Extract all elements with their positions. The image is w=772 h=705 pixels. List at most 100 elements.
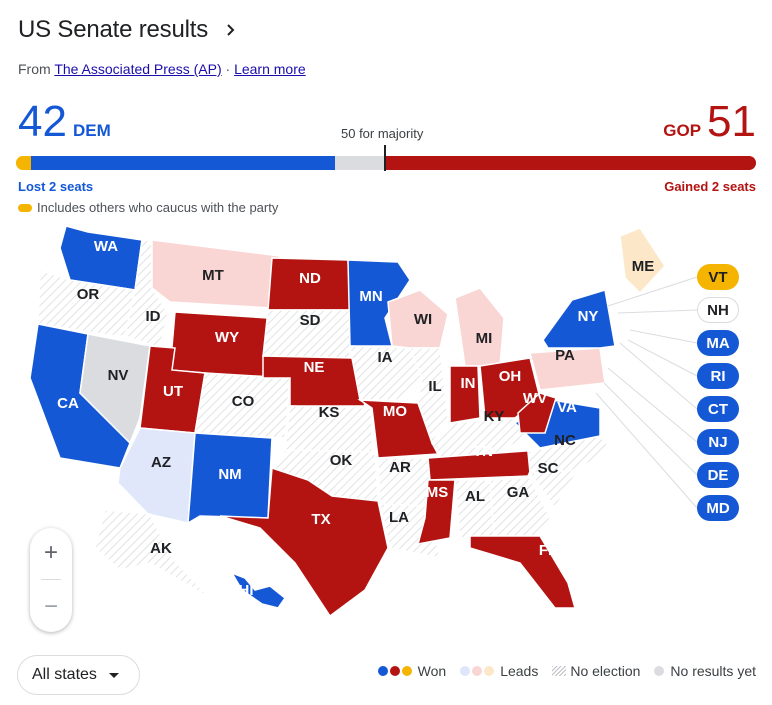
legend-no-results-label: No results yet	[670, 663, 756, 679]
seat-bar-dem	[30, 156, 336, 170]
caucus-note: Includes others who caucus with the part…	[18, 200, 278, 215]
state-label-hi: HI	[239, 582, 254, 599]
seat-bar-undecided	[335, 156, 386, 170]
callout-nj[interactable]: NJ	[697, 429, 739, 455]
legend-won: Won	[377, 663, 447, 679]
state-tx[interactable]	[219, 466, 389, 618]
dem-party-label: DEM	[72, 121, 111, 140]
state-ak[interactable]	[94, 509, 211, 599]
state-mo[interactable]	[357, 399, 440, 459]
callout-vt[interactable]: VT	[697, 264, 739, 290]
chevron-right-icon[interactable]	[224, 23, 238, 37]
state-label-tn: TN	[473, 443, 493, 460]
callout-ma[interactable]: MA	[697, 330, 739, 356]
state-label-me: ME	[632, 258, 655, 275]
us-map-svg[interactable]: WA OR CA ID NV MT WY UT AZ CO NM ND SD NE KS OK TX MN IA MO…	[0, 218, 772, 638]
state-hi[interactable]	[230, 571, 287, 609]
state-label-la: LA	[389, 509, 409, 526]
state-label-va: VA	[557, 399, 577, 416]
dem-seat-count: 42	[18, 97, 67, 146]
state-label-ky: KY	[484, 408, 505, 425]
seat-bar-gop	[385, 156, 756, 170]
state-label-nd: ND	[299, 270, 321, 287]
state-label-ia: IA	[378, 349, 393, 366]
state-label-ca: CA	[57, 395, 79, 412]
callout-leader-nh	[617, 309, 698, 314]
source-line: From The Associated Press (AP) · Learn m…	[18, 61, 306, 77]
state-label-in: IN	[461, 375, 476, 392]
state-label-az: AZ	[151, 454, 171, 471]
state-mt[interactable]	[151, 239, 281, 309]
source-link[interactable]: The Associated Press (AP)	[54, 61, 222, 77]
source-prefix: From	[18, 61, 51, 77]
state-nv[interactable]	[79, 333, 151, 445]
state-ny[interactable]	[542, 289, 616, 349]
dropdown-caret-icon	[109, 673, 119, 678]
legend-leads: Leads	[460, 663, 538, 679]
legend-other-lead-dot	[484, 666, 495, 676]
state-me[interactable]	[619, 227, 666, 295]
state-label-nm: NM	[218, 466, 241, 483]
state-fl[interactable]	[469, 535, 576, 609]
callout-leader-ma	[629, 329, 698, 344]
majority-label: 50 for majority	[341, 126, 424, 141]
state-label-ak: AK	[150, 540, 172, 557]
dem-tally: 42 DEM	[18, 100, 111, 144]
state-mi[interactable]	[454, 287, 505, 367]
callout-ri[interactable]: RI	[697, 363, 739, 389]
state-label-fl: FL	[539, 542, 557, 559]
state-wv[interactable]	[517, 392, 557, 434]
state-label-nc: NC	[554, 432, 576, 449]
state-label-wv: WV	[523, 390, 547, 407]
legend-no-election: No election	[552, 663, 640, 679]
state-label-mi: MI	[476, 330, 493, 347]
state-filter-dropdown[interactable]: All states	[17, 655, 140, 695]
map-legend: Won Leads No election No results yet	[364, 663, 756, 679]
state-label-al: AL	[465, 488, 485, 505]
state-label-pa: PA	[555, 347, 575, 364]
legend-dem-lead-dot	[460, 666, 471, 676]
caucus-note-text: Includes others who caucus with the part…	[37, 200, 279, 215]
state-label-ok: OK	[330, 452, 353, 469]
state-label-or: OR	[77, 286, 100, 303]
state-in[interactable]	[449, 365, 481, 424]
legend-gop-dot	[389, 666, 400, 676]
legend-no-results: No results yet	[654, 663, 756, 679]
state-label-nv: NV	[108, 367, 129, 384]
callout-leader-ri	[627, 339, 698, 377]
legend-other-dot	[401, 666, 412, 676]
page-title: US Senate results	[18, 16, 209, 43]
others-swatch	[18, 203, 32, 212]
legend-no-results-dot	[654, 666, 665, 676]
legend-dem-dot	[377, 666, 388, 676]
callout-ct[interactable]: CT	[697, 396, 739, 422]
gop-tally: GOP 51	[663, 100, 756, 144]
state-label-ut: UT	[163, 383, 183, 400]
legend-won-label: Won	[417, 663, 447, 679]
gop-seat-count: 51	[707, 97, 756, 146]
learn-more-link[interactable]: Learn more	[234, 61, 306, 77]
state-ga[interactable]	[489, 477, 551, 537]
legend-no-election-label: No election	[570, 663, 641, 679]
header: US Senate results	[18, 16, 238, 44]
zoom-out-button[interactable]: −	[43, 593, 58, 620]
state-label-oh: OH	[499, 368, 522, 385]
state-co[interactable]	[194, 372, 291, 439]
legend-hatch-swatch	[552, 666, 567, 676]
callout-de[interactable]: DE	[697, 462, 739, 488]
state-label-id: ID	[146, 308, 161, 325]
state-label-sd: SD	[300, 312, 321, 329]
state-label-ms: MS	[426, 484, 449, 501]
state-label-ga: GA	[507, 484, 530, 501]
source-separator: ·	[225, 61, 231, 77]
state-tn[interactable]	[427, 449, 542, 481]
state-label-wy: WY	[215, 329, 239, 346]
state-ms[interactable]	[416, 479, 456, 545]
callout-nh[interactable]: NH	[697, 297, 739, 323]
zoom-in-button[interactable]: +	[43, 539, 58, 566]
us-map[interactable]: WA OR CA ID NV MT WY UT AZ CO NM ND SD NE KS OK TX MN IA MO…	[0, 218, 772, 638]
callout-leader-nj	[607, 367, 698, 443]
state-pa[interactable]	[529, 347, 606, 391]
callout-md[interactable]: MD	[697, 495, 739, 521]
gop-party-label: GOP	[663, 121, 702, 140]
